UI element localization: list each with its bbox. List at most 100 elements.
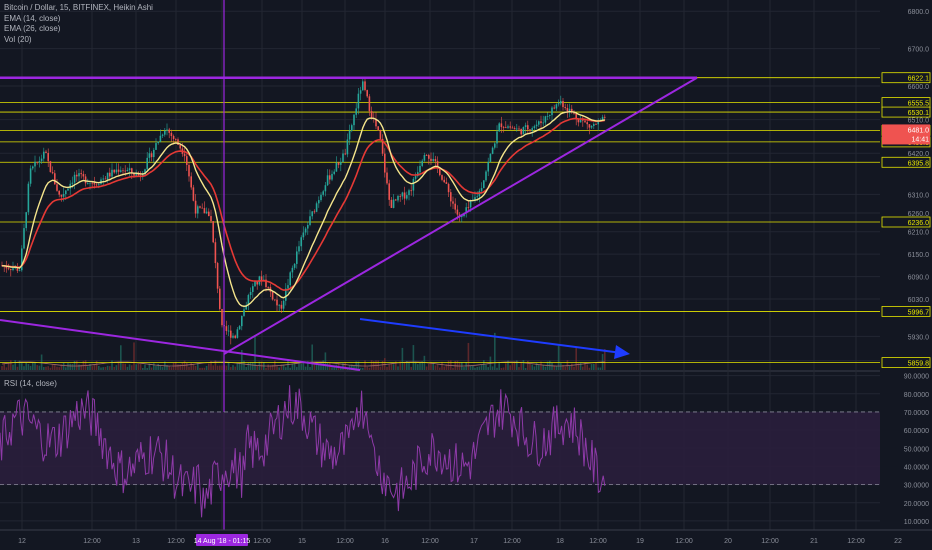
volume-bar [23, 366, 25, 370]
volume-bar [498, 361, 500, 370]
level-tag-label: 5859.8 [908, 361, 930, 368]
volume-bar [128, 364, 131, 370]
candle-body [194, 200, 197, 214]
volume-bar [56, 366, 58, 370]
candle-body [557, 103, 560, 105]
volume-bar [522, 360, 525, 370]
volume-bar [135, 364, 137, 370]
candle-body [25, 212, 27, 229]
candle-body [480, 188, 483, 191]
candle-body [265, 279, 267, 288]
candle-body [351, 125, 353, 131]
candle-body [355, 108, 357, 115]
volume-bar [590, 364, 593, 370]
volume-bar [225, 365, 228, 370]
volume-bar [324, 352, 327, 370]
candle-body [201, 207, 203, 209]
volume-bar [27, 364, 30, 370]
candle-body [562, 100, 564, 108]
indicator-ema14[interactable]: EMA (14, close) [4, 13, 61, 23]
volume-bar [399, 361, 401, 370]
candle-body [544, 116, 547, 123]
y-tick-label: 6260.0 [908, 211, 930, 218]
volume-bar [190, 362, 192, 370]
volume-bar [544, 366, 547, 370]
candle-body [43, 151, 45, 159]
candle-body [315, 203, 318, 212]
indicator-volume[interactable]: Vol (20) [4, 34, 32, 44]
volume-bar [348, 364, 351, 370]
candle-body [577, 118, 580, 123]
volume-bar [524, 367, 527, 370]
candle-body [252, 286, 254, 292]
rsi-title[interactable]: RSI (14, close) [4, 379, 57, 388]
volume-bar [395, 361, 397, 370]
candle-body [122, 170, 124, 172]
volume-bar [252, 362, 254, 370]
candle-body [346, 139, 349, 155]
candle-body [267, 287, 269, 288]
volume-bar [76, 360, 78, 370]
candle-body [604, 116, 606, 118]
volume-bar [408, 362, 410, 370]
candle-body [170, 132, 173, 137]
candle-body [45, 151, 47, 153]
indicator-ema26[interactable]: EMA (26, close) [4, 24, 61, 33]
candle-body [159, 135, 162, 142]
candle-body [370, 111, 373, 119]
candle-body [333, 171, 335, 174]
candle-body [399, 195, 401, 197]
candle-body [386, 172, 388, 184]
candle-body [38, 161, 41, 163]
cursor-time-label: 14 Aug '18 - 01:15 [194, 538, 251, 545]
volume-bar [282, 364, 285, 370]
volume-bar [181, 362, 184, 370]
volume-bar [177, 364, 179, 370]
volume-bar [412, 345, 415, 370]
candle-body [531, 128, 533, 131]
candle-body [377, 126, 379, 131]
candle-body [16, 266, 19, 271]
candle-body [199, 206, 201, 208]
volume-bar [564, 366, 566, 370]
volume-bar [410, 366, 412, 370]
volume-bar [153, 363, 155, 370]
volume-bar [579, 362, 582, 370]
x-tick-label: 13 [132, 538, 140, 545]
symbol-title[interactable]: Bitcoin / Dollar, 15, BITFINEX, Heikin A… [4, 3, 153, 12]
volume-bar [274, 360, 276, 370]
candle-body [256, 281, 258, 285]
candle-body [322, 191, 324, 195]
candle-body [285, 288, 287, 301]
level-tag-label: 6530.1 [908, 110, 930, 117]
ascending-trendline [223, 76, 698, 355]
candle-body [428, 155, 430, 159]
candle-body [32, 166, 34, 169]
y-tick-label: 6030.0 [908, 297, 930, 304]
volume-bar [287, 360, 289, 370]
candle-body [208, 211, 210, 217]
volume-bar [12, 364, 14, 370]
candle-body [335, 162, 338, 172]
candle-body [320, 194, 322, 201]
x-tick-label: 20 [724, 538, 732, 545]
volume-bar [238, 363, 241, 370]
candle-body [276, 299, 278, 306]
volume-bar [509, 365, 511, 370]
candle-body [137, 173, 140, 176]
rsi-tick-label: 30.0000 [904, 483, 929, 490]
candle-body [71, 182, 74, 184]
volume-bar [179, 364, 181, 370]
candle-body [124, 170, 126, 172]
x-tick-label: 12:00 [421, 538, 439, 545]
volume-bar [452, 367, 454, 370]
volume-bar [507, 360, 509, 370]
candle-body [522, 127, 525, 135]
x-tick-label: 12:00 [167, 538, 185, 545]
level-tag-box [881, 306, 931, 317]
candle-body [304, 228, 307, 233]
candle-body [584, 120, 586, 123]
volume-bar [538, 364, 540, 370]
candle-body [597, 120, 599, 125]
